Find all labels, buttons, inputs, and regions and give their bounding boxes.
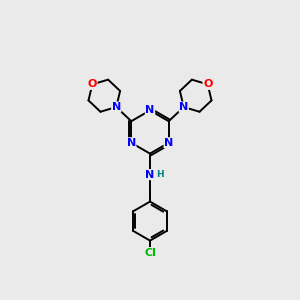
Text: Cl: Cl (144, 248, 156, 258)
Text: N: N (146, 105, 154, 116)
Text: O: O (203, 80, 212, 89)
Text: H: H (156, 169, 164, 178)
Text: N: N (179, 102, 188, 112)
Text: O: O (88, 80, 97, 89)
Text: N: N (146, 169, 154, 180)
Text: N: N (127, 138, 136, 148)
Text: N: N (112, 102, 121, 112)
Text: N: N (164, 138, 173, 148)
